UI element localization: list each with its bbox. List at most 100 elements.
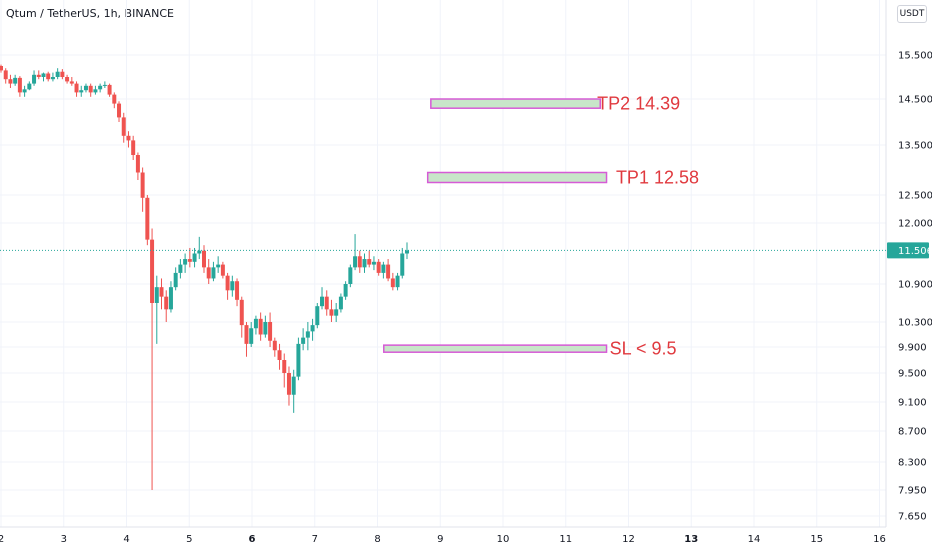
candle [371,256,376,271]
candle-body [98,85,103,90]
candle-body [93,89,98,93]
candle [173,267,178,291]
price-tick-label: 14.500 [898,95,932,106]
candle-body [178,264,183,273]
candle-body [310,325,315,332]
candle-body [36,74,41,77]
candle-body [164,296,169,310]
candle-body [305,331,310,338]
candle [353,234,358,271]
candle [69,77,74,86]
candle [83,83,88,93]
candle [159,278,164,310]
candle-body [13,77,18,84]
candle [112,92,117,109]
candle-body [286,373,291,395]
time-tick-label: 7 [312,534,318,545]
time-axis: 2 3 4 5 6 7 8 9 10 11 12 13 14 15 16 [0,534,886,545]
candle-body [381,264,386,273]
candle-body [258,318,263,335]
candle-body [329,309,334,316]
current-price-tag [887,242,929,259]
candle [386,259,391,282]
price-tick-label: 7.950 [898,486,927,497]
candle-body [117,103,122,118]
candle-body [50,77,55,80]
candle-body [140,172,145,198]
candle-body [220,264,225,276]
candle [320,287,325,310]
candle [27,81,32,91]
candle [79,85,84,97]
candle [216,256,221,273]
candle [400,247,405,279]
candle [291,369,296,413]
candle-body [168,287,173,310]
candle [272,337,277,357]
candle [178,259,183,279]
tp2-zone[interactable] [430,98,602,109]
candle [296,337,301,381]
candle [268,312,273,347]
price-tick-label: 8.300 [898,458,927,469]
candle-body [272,340,277,351]
price-axis: 15.500 14.500 13.500 12.500 12.000 10.900 10.3… [898,51,932,523]
candle-body [253,318,258,329]
candle [13,74,18,86]
candle [74,81,79,97]
tp1-zone[interactable] [426,171,608,184]
candle [381,261,386,279]
time-tick-label: 11 [559,534,572,545]
candle-body [386,264,391,279]
candle-body [296,343,301,377]
candle [126,131,131,148]
candle-body [282,360,287,373]
candle [239,296,244,338]
candle [60,69,65,80]
candle [107,83,112,97]
candle-body [334,309,339,316]
candle-body [268,322,273,341]
grid-lines [0,0,886,527]
candle [150,228,155,490]
time-tick-label: 3 [61,534,67,545]
candle [282,353,287,388]
candle-body [0,66,3,71]
candle [135,152,140,180]
candle [220,261,225,279]
candle-body [135,155,140,173]
price-tick-label: 8.700 [898,427,927,438]
candle [305,322,310,351]
price-tick-label: 15.500 [898,51,932,62]
price-tick-label: 9.500 [898,369,927,380]
currency-button[interactable]: USDT [897,5,927,23]
candle-body [225,275,230,291]
candle-body [65,77,70,82]
candle-body [27,83,32,90]
tp2-zone-label: TP2 14.39 [597,94,680,114]
symbol-title: Qtum / TetherUS, 1h, BINANCE [6,7,174,20]
candle [55,68,60,80]
candle [0,64,3,73]
candle-body [121,117,126,136]
candle [390,272,395,291]
candle-body [32,74,37,84]
candle-body [131,140,136,155]
candle [249,322,254,347]
candle [286,366,291,406]
candle-body [159,287,164,297]
time-tick-label: 15 [810,534,823,545]
candle [22,85,27,97]
time-tick-label: 9 [437,534,443,545]
candle-body [69,81,74,84]
candle-body [154,287,159,303]
candle [8,74,13,88]
time-tick-label: 13 [684,534,698,545]
candle [225,272,230,300]
candle [32,70,37,86]
sl-zone[interactable] [383,344,608,353]
price-tick-label: 10.300 [898,318,932,329]
candle-body [390,278,395,288]
candle [230,275,235,297]
